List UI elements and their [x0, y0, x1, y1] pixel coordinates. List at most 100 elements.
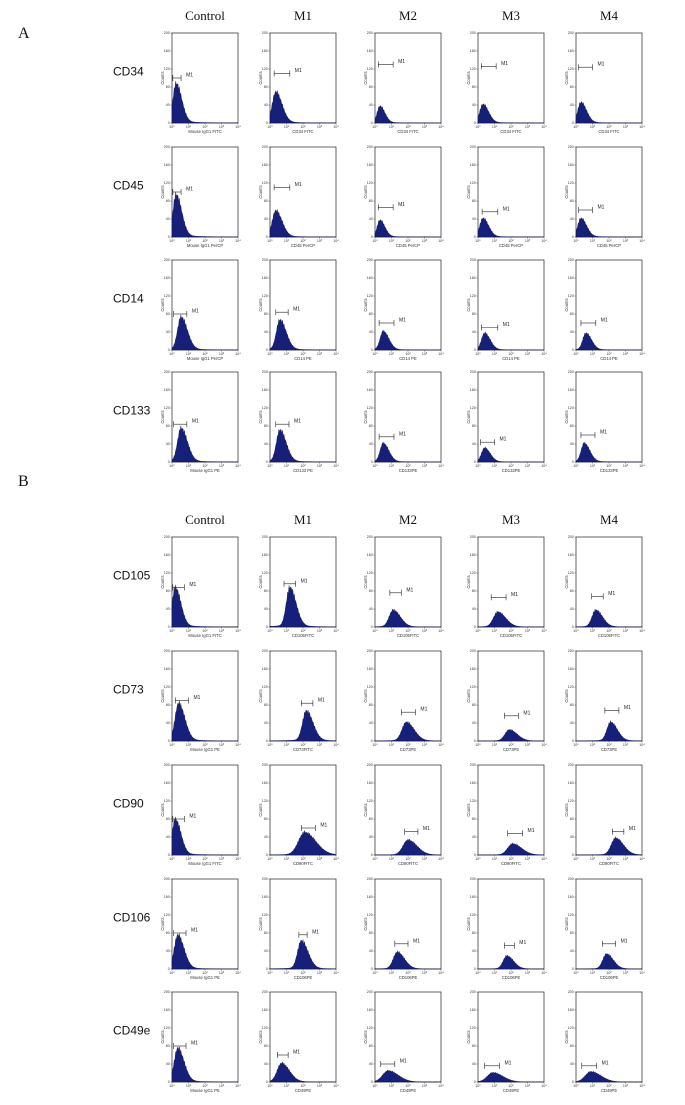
x-tick-label: 10⁰: [475, 743, 481, 747]
x-tick-label: 10³: [317, 629, 323, 633]
y-tick-label: 40: [369, 721, 373, 725]
histogram-fill: [477, 217, 545, 238]
x-tick-label: 10⁰: [573, 857, 579, 861]
plot-frame: [374, 32, 442, 124]
histogram-plot: 0 40 80 120 160 200 Counts 10⁰ 10¹ 10² 10³ 10⁴ CD49P…: [258, 990, 339, 1093]
x-tick-label: 10²: [606, 629, 612, 633]
y-tick-label: 160: [262, 781, 268, 785]
y-tick-label: 0: [572, 235, 574, 239]
x-tick-label: 10²: [202, 352, 208, 356]
x-tick-label: 10²: [606, 464, 612, 468]
histogram-plot: 0 40 80 120 160 200 Counts 10⁰ 10¹ 10² 10³ 10⁴ CD49P…: [363, 990, 444, 1093]
x-axis-label: CD14 PE: [294, 356, 312, 361]
histogram-plot: 0 40 80 120 160 200 Counts 10⁰ 10¹ 10² 10³ 10⁴ CD105…: [363, 535, 444, 638]
y-tick-label: 200: [164, 258, 170, 262]
x-tick-label: 10¹: [590, 464, 596, 468]
y-tick-label: 80: [570, 85, 574, 89]
y-tick-label: 0: [266, 967, 268, 971]
y-axis-label: Counts: [363, 185, 368, 198]
y-tick-label: 0: [168, 625, 170, 629]
plot-frame: [477, 650, 545, 742]
x-tick-label: 10⁰: [372, 743, 378, 747]
gate-label: M1: [503, 322, 510, 328]
y-tick-label: 120: [568, 799, 574, 803]
x-axis-label: CD73FITC: [293, 747, 313, 752]
histogram-fill: [374, 838, 442, 856]
x-axis-label: CD34 FITC: [397, 129, 418, 134]
y-tick-label: 40: [166, 721, 170, 725]
row-label-marker: CD14: [113, 291, 144, 305]
x-tick-label: 10⁴: [541, 971, 547, 975]
x-tick-label: 10²: [508, 629, 514, 633]
histogram-plot: 0 40 80 120 160 200 Counts 10⁰ 10¹ 10² 10³ 10⁴ CD45 …: [466, 145, 547, 248]
x-tick-label: 10⁴: [235, 125, 241, 129]
x-tick-label: 10¹: [186, 125, 192, 129]
x-axis-label: Mouse IgG1 FITC: [188, 633, 221, 638]
y-tick-label: 160: [470, 163, 476, 167]
histogram-fill: [575, 101, 643, 124]
x-tick-label: 10⁰: [475, 857, 481, 861]
y-tick-label: 40: [472, 442, 476, 446]
y-tick-label: 120: [470, 67, 476, 71]
x-tick-label: 10²: [508, 857, 514, 861]
x-tick-label: 10¹: [389, 971, 395, 975]
gate-label: M1: [504, 1060, 511, 1066]
x-tick-label: 10⁴: [541, 239, 547, 243]
y-tick-label: 200: [470, 145, 476, 149]
y-tick-label: 80: [264, 817, 268, 821]
x-tick-label: 10⁰: [169, 239, 175, 243]
y-tick-label: 40: [264, 442, 268, 446]
y-tick-label: 200: [164, 535, 170, 539]
x-tick-label: 10³: [422, 1084, 428, 1088]
y-axis-label: Counts: [564, 298, 569, 311]
histogram-plot: 0 40 80 120 160 200 Counts 10⁰ 10¹ 10² 10³ 10⁴ CD14 …: [258, 258, 339, 361]
x-tick-label: 10²: [405, 629, 411, 633]
histogram-plot: 0 40 80 120 160 200 Counts 10⁰ 10¹ 10² 10³ 10⁴ CD45 …: [564, 145, 645, 248]
y-tick-label: 40: [472, 607, 476, 611]
histogram-plot: 0 40 80 120 160 200 Counts 10⁰ 10¹ 10² 10³ 10⁴ Mouse…: [160, 649, 241, 752]
y-axis-label: Counts: [363, 1030, 368, 1043]
x-axis-label: CD45 PerCP: [597, 243, 621, 248]
x-tick-label: 10²: [405, 971, 411, 975]
y-tick-label: 160: [568, 1008, 574, 1012]
gate-label: M1: [191, 1041, 198, 1047]
x-tick-label: 10¹: [389, 125, 395, 129]
histogram-plot: 0 40 80 120 160 200 Counts 10⁰ 10¹ 10² 10³ 10⁴ Mouse…: [160, 370, 241, 473]
y-tick-label: 120: [164, 685, 170, 689]
x-tick-label: 10¹: [492, 971, 498, 975]
x-tick-label: 10³: [317, 239, 323, 243]
y-axis-label: Counts: [160, 575, 165, 588]
y-tick-label: 120: [262, 181, 268, 185]
histogram-plot: 0 40 80 120 160 200 Counts 10⁰ 10¹ 10² 10³ 10⁴ CD90F…: [363, 763, 444, 866]
x-tick-label: 10⁴: [541, 1084, 547, 1088]
x-tick-label: 10¹: [186, 1084, 192, 1088]
histogram-fill: [477, 954, 545, 970]
column-header: M2: [399, 8, 417, 23]
y-tick-label: 200: [568, 31, 574, 35]
y-tick-label: 160: [470, 667, 476, 671]
y-tick-label: 160: [568, 163, 574, 167]
y-tick-label: 0: [266, 739, 268, 743]
x-tick-label: 10⁰: [475, 464, 481, 468]
y-tick-label: 40: [264, 330, 268, 334]
x-axis-label: Mouse IgG1 PerCP: [187, 243, 224, 248]
x-axis-label: CD45 PerCP: [396, 243, 420, 248]
y-tick-label: 120: [262, 294, 268, 298]
histogram-fill: [477, 446, 545, 463]
gate-label: M1: [398, 59, 405, 65]
y-axis-label: Counts: [564, 803, 569, 816]
y-tick-label: 80: [472, 931, 476, 935]
x-tick-label: 10¹: [284, 125, 290, 129]
x-tick-label: 10⁴: [438, 857, 444, 861]
gate-label: M1: [189, 814, 196, 820]
y-tick-label: 120: [568, 67, 574, 71]
x-tick-label: 10⁴: [639, 743, 645, 747]
x-tick-label: 10¹: [492, 125, 498, 129]
y-tick-label: 40: [369, 1062, 373, 1066]
x-tick-label: 10³: [623, 743, 629, 747]
gate-label: M1: [624, 705, 631, 711]
y-tick-label: 160: [367, 276, 373, 280]
histogram-fill: [374, 950, 442, 970]
gate-label: M1: [189, 582, 196, 588]
histogram-plot: 0 40 80 120 160 200 Counts 10⁰ 10¹ 10² 10³ 10⁴ CD106…: [258, 877, 339, 980]
